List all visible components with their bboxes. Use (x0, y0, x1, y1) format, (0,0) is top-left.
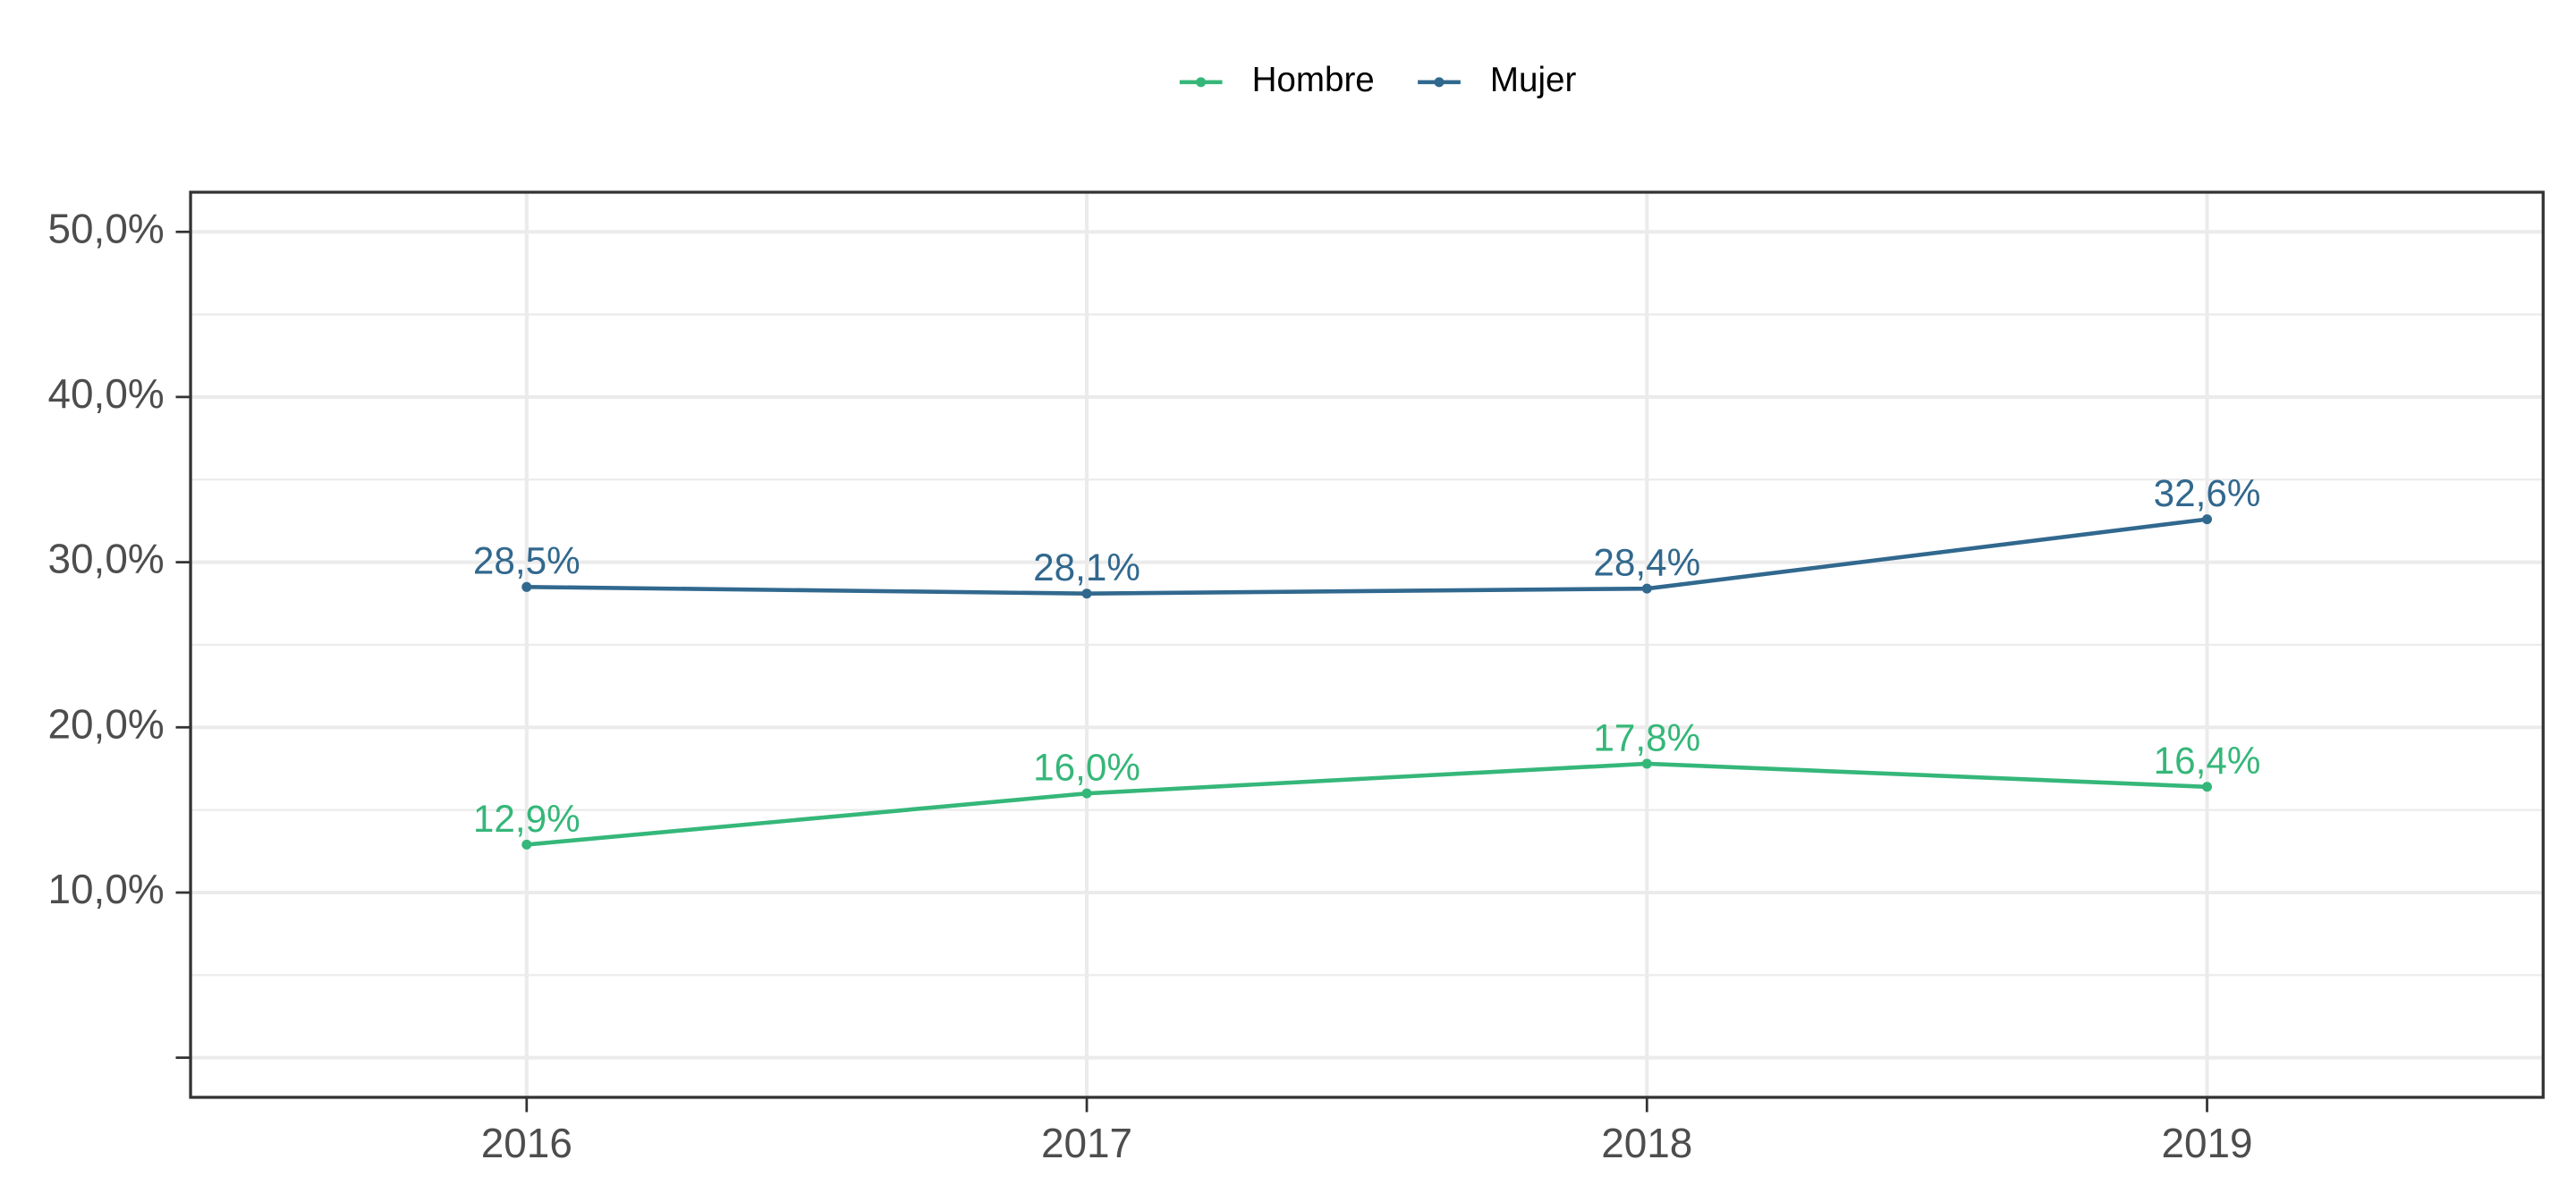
y-tick-label: 20,0% (48, 700, 165, 747)
point (1081, 788, 1092, 799)
data-label: 16,4% (2154, 740, 2261, 782)
data-label: 28,4% (1593, 542, 1700, 584)
data-label: 17,8% (1593, 716, 1700, 758)
y-tick-label: 50,0% (48, 205, 165, 251)
y-tick-label: 30,0% (48, 536, 165, 582)
y-tick-label: 10,0% (48, 866, 165, 912)
x-tick-label: 2019 (2161, 1120, 2252, 1166)
point (521, 839, 532, 850)
legend-key-point (1434, 77, 1445, 88)
x-tick-label: 2017 (1041, 1120, 1132, 1166)
series-line (526, 517, 2207, 596)
x-tick-label: 2016 (481, 1120, 572, 1166)
point (1641, 583, 1652, 594)
series-line (526, 761, 2207, 847)
point (1081, 588, 1092, 599)
point (521, 581, 532, 592)
data-label: 32,6% (2154, 472, 2261, 514)
data-label: 16,0% (1033, 747, 1140, 789)
data-label: 28,5% (473, 540, 580, 582)
data-label: 28,1% (1033, 546, 1140, 588)
x-tick-label: 2018 (1601, 1120, 1692, 1166)
data-label: 12,9% (473, 798, 580, 840)
legend-key-point (1196, 77, 1207, 88)
y-tick-label: 40,0% (48, 370, 165, 417)
panel-border (189, 190, 2545, 1099)
legend-label: Hombre (1252, 61, 1375, 99)
legend-label: Mujer (1490, 61, 1577, 99)
point (2202, 782, 2213, 792)
point (2202, 514, 2213, 525)
point (1641, 758, 1652, 769)
